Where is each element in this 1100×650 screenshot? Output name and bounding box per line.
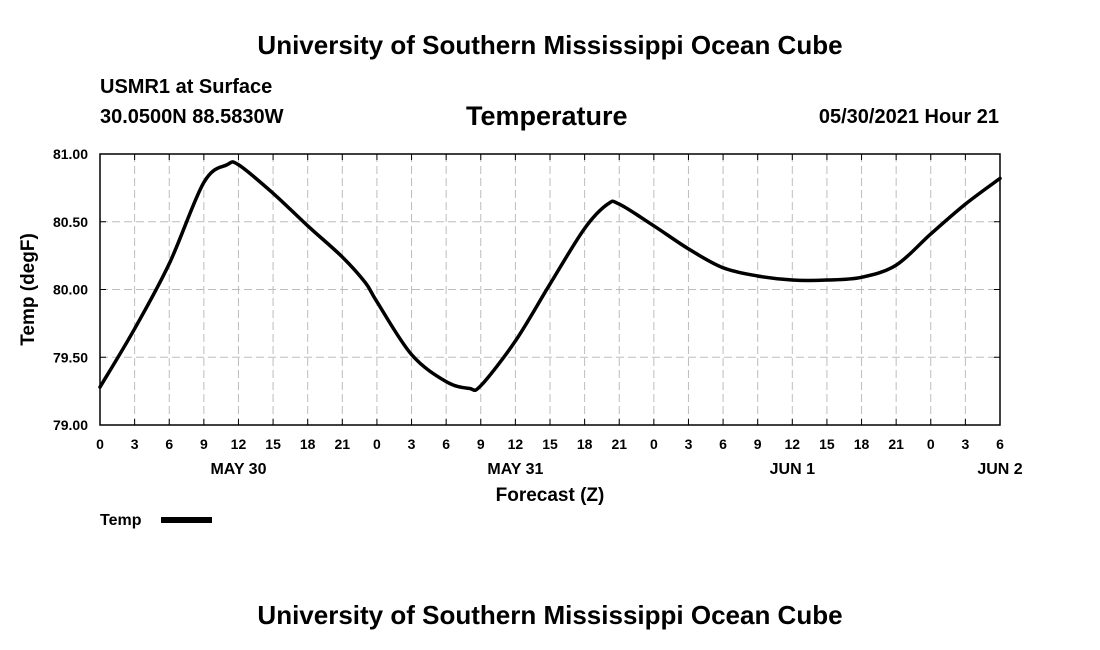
date-label: JUN 1 [770, 461, 815, 478]
x-tick-label: 3 [408, 436, 416, 452]
x-tick-label: 6 [996, 436, 1004, 452]
x-tick-label: 12 [231, 436, 247, 452]
x-tick-label: 15 [265, 436, 281, 452]
x-tick-label: 6 [719, 436, 727, 452]
x-tick-label: 15 [819, 436, 835, 452]
forecast-datetime: 05/30/2021 Hour 21 [818, 106, 999, 128]
x-tick-label: 18 [300, 436, 316, 452]
axis-labels: 0 3 6 9 12 15 18 21 0 3 6 9 12 15 18 21 0 3 6 9 12 15 18 21 0 3 6 7… [53, 146, 1023, 478]
date-label: MAY 31 [487, 461, 543, 478]
x-tick-label: 0 [650, 436, 658, 452]
y-tick-label: 79.00 [53, 417, 88, 433]
plot-frame [99, 153, 1001, 426]
x-tick-label: 18 [854, 436, 870, 452]
date-label: JUN 2 [977, 461, 1022, 478]
x-tick-label: 9 [754, 436, 762, 452]
x-tick-label: 21 [335, 436, 351, 452]
x-tick-label: 6 [165, 436, 173, 452]
x-tick-label: 9 [200, 436, 208, 452]
y-axis-label: Temp (degF) [18, 233, 39, 346]
x-tick-label: 0 [373, 436, 381, 452]
x-tick-label: 3 [685, 436, 693, 452]
footer-title: University of Southern Mississippi Ocean… [257, 600, 843, 630]
x-tick-label: 3 [961, 436, 969, 452]
temp-series-line [98, 160, 1002, 393]
x-axis-label: Forecast (Z) [496, 485, 605, 506]
y-tick-label: 80.50 [53, 214, 88, 230]
y-tick-label: 80.00 [53, 282, 88, 298]
station-coordinates: 30.0500N 88.5830W [100, 106, 284, 128]
chart-title: Temperature [466, 101, 628, 131]
y-tick-label: 79.50 [53, 349, 88, 365]
y-tick-label: 81.00 [53, 146, 88, 162]
date-label: MAY 30 [210, 461, 266, 478]
x-tick-label: 3 [131, 436, 139, 452]
x-tick-label: 12 [508, 436, 524, 452]
legend: Temp [100, 512, 212, 529]
legend-label: Temp [100, 512, 142, 529]
x-tick-label: 0 [927, 436, 935, 452]
x-tick-label: 12 [785, 436, 801, 452]
x-tick-label: 6 [442, 436, 450, 452]
x-tick-label: 21 [888, 436, 904, 452]
grid-lines [100, 154, 1000, 425]
main-title: University of Southern Mississippi Ocean… [257, 30, 843, 60]
x-tick-label: 21 [611, 436, 627, 452]
x-tick-label: 0 [96, 436, 104, 452]
station-label: USMR1 at Surface [100, 76, 273, 98]
x-tick-label: 15 [542, 436, 558, 452]
x-tick-label: 9 [477, 436, 485, 452]
x-tick-label: 18 [577, 436, 593, 452]
